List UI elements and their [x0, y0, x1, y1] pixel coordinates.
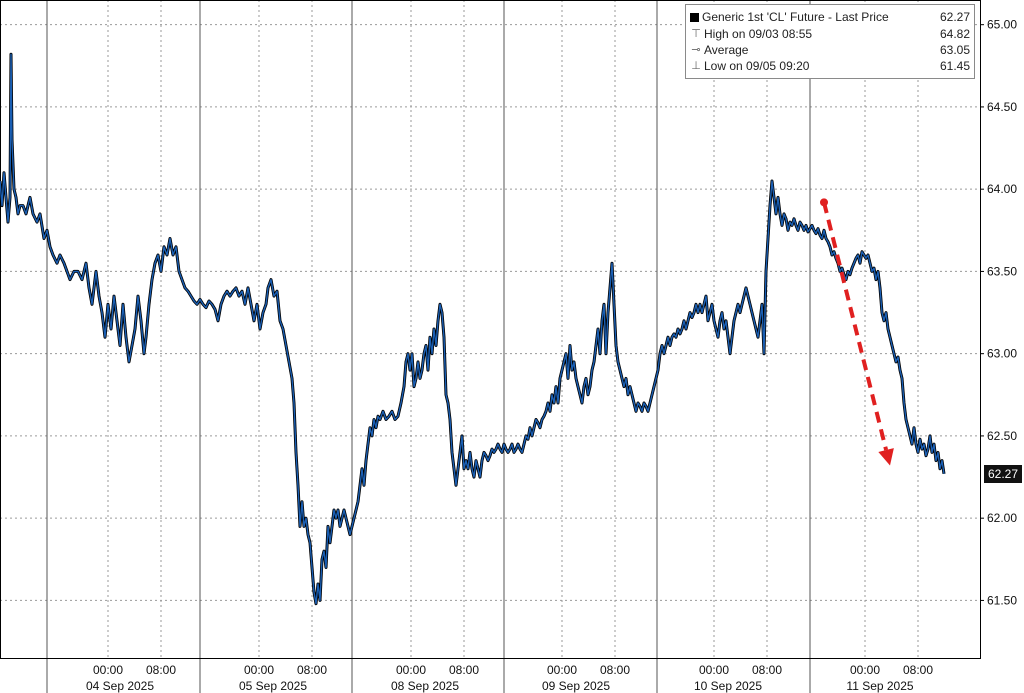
last-price-badge: 62.27: [984, 464, 1022, 483]
average-marker-icon: ⊸: [691, 44, 701, 56]
x-tick-label: 00:00: [547, 663, 577, 677]
y-axis: 61.50 62.00 62.50 63.00 63.50 64.00 64.50 65.00: [980, 18, 1017, 607]
x-day-label: 04 Sep 2025: [86, 679, 154, 693]
legend-last-value: 62.27: [939, 10, 970, 24]
legend-low-label: Low on 09/05 09:20: [704, 59, 810, 73]
x-tick-label: 00:00: [93, 663, 123, 677]
y-tick-label: 62.00: [987, 511, 1017, 525]
y-tick-label: 65.00: [987, 18, 1017, 32]
legend-series-row: Generic 1st 'CL' Future - Last Price 62.…: [686, 9, 974, 25]
legend-average-value: 63.05: [939, 43, 970, 57]
legend-high-label: High on 09/03 08:55: [704, 27, 813, 41]
arrow-head: [878, 448, 894, 466]
y-tick-label: 61.50: [987, 593, 1017, 607]
legend-series-name: Generic 1st 'CL' Future - Last Price: [702, 10, 889, 24]
x-tick-label: 00:00: [850, 663, 880, 677]
x-day-label: 08 Sep 2025: [391, 679, 459, 693]
x-tick-label: 08:00: [600, 663, 630, 677]
x-tick-label: 08:00: [297, 663, 327, 677]
y-tick-label: 63.50: [987, 264, 1017, 278]
x-day-label: 05 Sep 2025: [239, 679, 307, 693]
y-tick-label: 62.50: [987, 429, 1017, 443]
y-tick-label: 63.00: [987, 347, 1017, 361]
x-tick-label: 00:00: [244, 663, 274, 677]
series-swatch-icon: [690, 13, 699, 22]
chart-legend: Generic 1st 'CL' Future - Last Price 62.…: [685, 4, 975, 79]
x-day-label: 09 Sep 2025: [542, 679, 610, 693]
x-tick-label: 08:00: [752, 663, 782, 677]
legend-average-label: Average: [704, 43, 749, 57]
legend-low-value: 61.45: [939, 59, 970, 73]
low-marker-icon: ⊥: [691, 60, 701, 72]
x-tick-label: 00:00: [396, 663, 426, 677]
price-series: [0, 52, 946, 606]
x-tick-label: 08:00: [146, 663, 176, 677]
arrow-shaft: [822, 201, 889, 451]
x-tick-label: 08:00: [903, 663, 933, 677]
day-separators: [46, 0, 811, 693]
legend-high-value: 64.82: [939, 27, 970, 41]
legend-average-row: ⊸ Average 63.05: [686, 42, 974, 58]
trend-arrow-annotation: [820, 198, 894, 466]
legend-high-row: ⊤ High on 09/03 08:55 64.82: [686, 26, 974, 42]
plot-frame: [0, 0, 981, 659]
x-day-label: 10 Sep 2025: [694, 679, 762, 693]
x-day-label: 11 Sep 2025: [846, 679, 913, 693]
x-tick-label: 00:00: [699, 663, 729, 677]
legend-low-row: ⊥ Low on 09/05 09:20 61.45: [686, 58, 974, 74]
y-tick-label: 64.50: [987, 100, 1017, 114]
series-line: [0, 53, 945, 605]
x-tick-label: 08:00: [449, 663, 479, 677]
x-axis: 00:00 08:00 00:00 08:00 00:00 08:00 00:00 08:00…: [86, 663, 933, 693]
y-tick-label: 64.00: [987, 182, 1017, 196]
high-marker-icon: ⊤: [691, 28, 701, 40]
